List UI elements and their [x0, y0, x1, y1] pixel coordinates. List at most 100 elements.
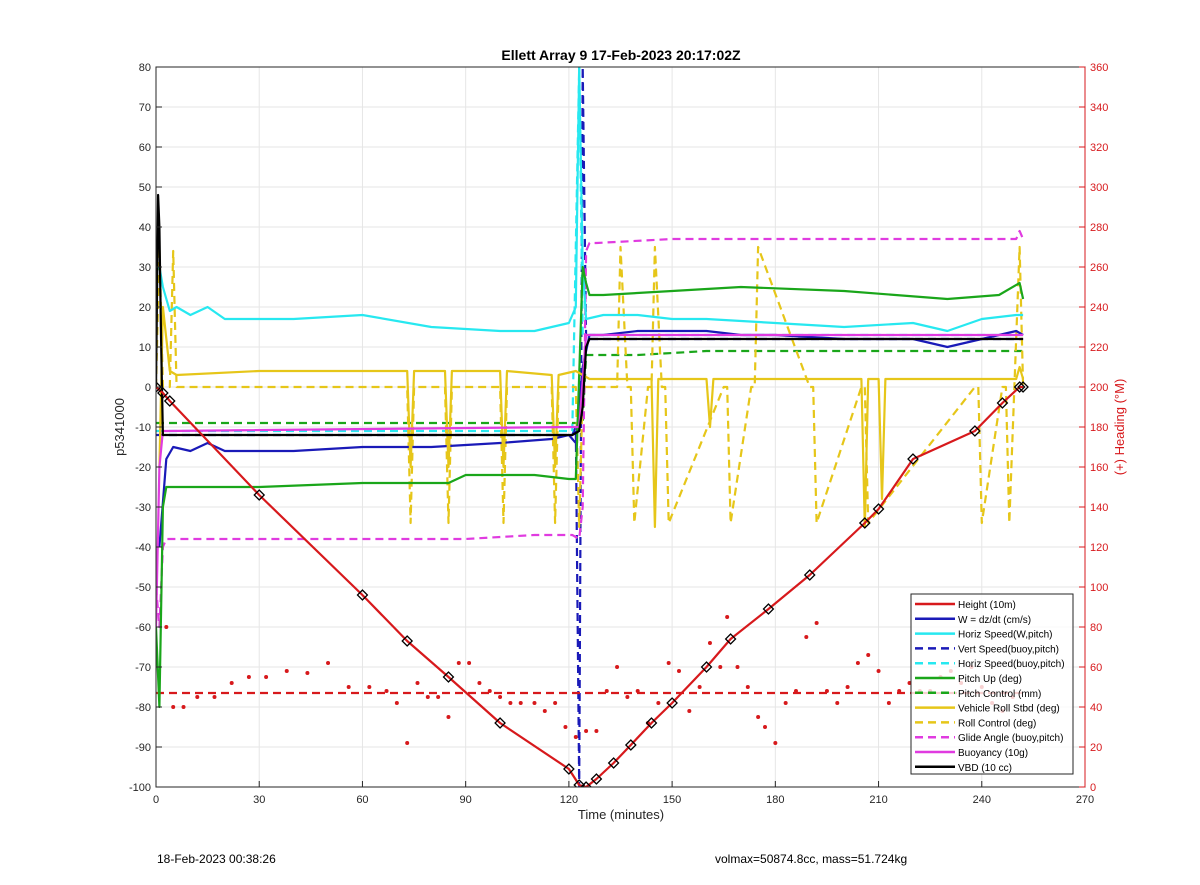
height-marker	[253, 489, 266, 501]
height-marker	[624, 739, 637, 751]
heading-point	[855, 661, 860, 665]
heading-point	[745, 685, 750, 689]
y-tick-label: -30	[135, 502, 151, 514]
y-tick-label: 40	[139, 222, 151, 234]
y-tick-label: -10	[135, 422, 151, 434]
heading-point	[346, 685, 351, 689]
legend-box	[910, 593, 1074, 775]
y2-tick-label: 120	[1090, 542, 1108, 554]
heading-point	[756, 715, 761, 719]
y-tick-label: -20	[135, 462, 151, 474]
x-tick-label: 120	[560, 794, 578, 806]
x-tick-label: 0	[153, 794, 159, 806]
legend-label: Horiz Speed(buoy,pitch)	[958, 659, 1065, 670]
x-tick-label: 150	[663, 794, 681, 806]
heading-point	[824, 689, 829, 693]
heading-point	[594, 729, 599, 733]
heading-point	[436, 695, 441, 699]
legend-label: W = dz/dt (cm/s)	[958, 615, 1031, 626]
heading-point	[171, 705, 176, 709]
y-axis-label: p5341000	[112, 398, 127, 456]
x-axis-label: Time (minutes)	[578, 807, 664, 822]
legend: Height (10m) W = dz/dt (cm/s) Horiz Speed(…	[910, 593, 1074, 775]
height-marker	[803, 569, 816, 581]
heading-point	[195, 695, 200, 699]
y-tick-label: 70	[139, 102, 151, 114]
y2-tick-label: 140	[1090, 502, 1108, 514]
height-marker	[762, 603, 775, 615]
height-marker	[666, 697, 678, 709]
y2-tick-label: 40	[1090, 702, 1102, 714]
x-tick-label: 90	[460, 794, 472, 806]
legend-label: Glide Angle (buoy,pitch)	[958, 733, 1063, 744]
heading-point	[897, 689, 902, 693]
series-9	[156, 229, 1025, 629]
y2-tick-label: 220	[1090, 342, 1108, 354]
y2-tick-label: 300	[1090, 182, 1108, 194]
legend-label: Horiz Speed(W,pitch)	[958, 630, 1052, 641]
heading-point	[164, 625, 169, 629]
series-12	[164, 615, 1015, 745]
x-tick-label: 210	[869, 794, 887, 806]
x-axis: 0 30 60 90 120 150 180 210 240 270	[153, 781, 1094, 806]
heading-point	[584, 729, 589, 733]
heading-point	[835, 701, 840, 705]
height-marker	[156, 381, 162, 393]
heading-point	[532, 701, 537, 705]
height-marker	[872, 503, 885, 515]
heading-point	[687, 709, 692, 713]
heading-point	[625, 695, 630, 699]
heading-point	[518, 701, 523, 705]
heading-point	[326, 661, 331, 665]
y2-tick-label: 280	[1090, 222, 1108, 234]
y-tick-label: -80	[135, 702, 151, 714]
series-layer	[156, 67, 1029, 787]
legend-label: Vehicle Roll Stbd (deg)	[958, 704, 1060, 715]
heading-point	[783, 701, 788, 705]
heading-point	[446, 715, 451, 719]
heading-point	[866, 653, 871, 657]
series-9-line	[156, 229, 1025, 629]
height-marker	[580, 781, 592, 787]
y2-tick-label: 240	[1090, 302, 1108, 314]
height-marker	[442, 671, 455, 683]
heading-point	[542, 709, 547, 713]
heading-point	[635, 689, 640, 693]
heading-point	[804, 635, 809, 639]
heading-point	[718, 665, 723, 669]
y-tick-label: -60	[135, 622, 151, 634]
y2-tick-label: 0	[1090, 782, 1096, 794]
height-marker	[1013, 381, 1026, 393]
heading-point	[477, 681, 482, 685]
heading-point	[425, 695, 430, 699]
heading-point	[284, 669, 289, 673]
legend-label: Pitch Control (mm)	[958, 689, 1041, 700]
height-marker	[590, 773, 603, 785]
height-marker	[163, 395, 176, 407]
heading-point	[487, 689, 492, 693]
y2-tick-label: 80	[1090, 622, 1102, 634]
heading-point	[763, 725, 768, 729]
height-marker	[700, 661, 713, 673]
heading-point	[553, 701, 558, 705]
heading-point	[735, 665, 740, 669]
heading-point	[793, 689, 798, 693]
heading-point	[845, 685, 850, 689]
y2-tick-label: 360	[1090, 62, 1108, 74]
legend-label: Pitch Up (deg)	[958, 674, 1022, 685]
chart-title: Ellett Array 9 17-Feb-2023 20:17:02Z	[501, 47, 741, 63]
height-marker	[563, 763, 575, 775]
y2-tick-label: 160	[1090, 462, 1108, 474]
series-7	[158, 305, 1025, 529]
heading-point	[405, 741, 410, 745]
y2-tick-label: 20	[1090, 742, 1102, 754]
legend-label: Vert Speed(buoy,pitch)	[958, 644, 1059, 655]
series-2-line	[158, 67, 1024, 333]
height-marker	[969, 425, 981, 437]
y-tick-label: 50	[139, 182, 151, 194]
y2-tick-label: 200	[1090, 382, 1108, 394]
heading-point	[467, 661, 472, 665]
heading-point	[876, 669, 881, 673]
heading-point	[394, 701, 399, 705]
series-7-line	[158, 305, 1025, 529]
